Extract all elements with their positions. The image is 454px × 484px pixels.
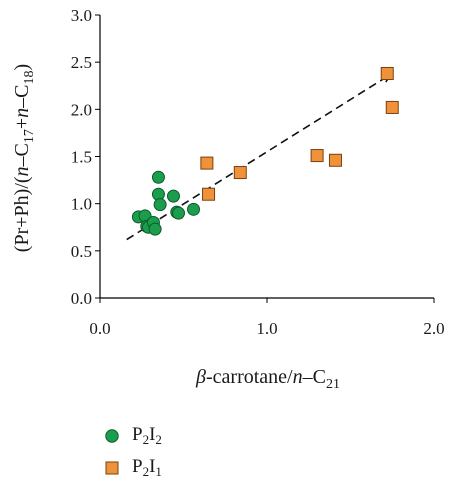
circle-marker-icon xyxy=(104,428,120,444)
scatter-chart: 0.0 0.5 1.0 1.5 2.0 2.5 3.0 0.0 1.0 2.0 (Pr+Ph)/(… xyxy=(11,6,445,392)
legend-item-p2i1: P2I1 xyxy=(104,452,162,484)
legend-label-p2i2: P2I2 xyxy=(132,424,162,447)
data-point-p2i1 xyxy=(200,156,214,170)
tick-labels: 0.0 0.5 1.0 1.5 2.0 2.5 3.0 0.0 1.0 2.0 xyxy=(71,6,445,338)
data-point-p2i2 xyxy=(171,206,185,220)
data-point-p2i1 xyxy=(202,187,216,201)
data-point-p2i2 xyxy=(166,189,180,203)
x-tick-label: 2.0 xyxy=(423,319,444,338)
x-tick-label: 1.0 xyxy=(256,319,277,338)
data-points xyxy=(131,66,399,236)
axes xyxy=(95,14,435,303)
data-point-p2i2 xyxy=(148,222,162,236)
square-marker-icon xyxy=(104,460,120,476)
y-tick-label: 3.0 xyxy=(71,6,92,25)
data-point-p2i2 xyxy=(187,202,201,216)
data-point-p2i1 xyxy=(380,66,394,80)
y-tick-label: 1.5 xyxy=(71,148,92,167)
data-point-p2i2 xyxy=(151,170,165,184)
y-tick-label: 2.0 xyxy=(71,100,92,119)
trendline xyxy=(126,73,392,241)
data-point-p2i1 xyxy=(328,153,342,167)
trendline-group xyxy=(126,73,393,241)
data-point-p2i1 xyxy=(310,149,324,163)
legend-label-p2i1: P2I1 xyxy=(132,456,162,479)
legend-item-p2i2: P2I2 xyxy=(104,420,162,452)
data-point-p2i2 xyxy=(153,198,167,212)
data-point-p2i1 xyxy=(385,100,399,114)
y-tick-label: 2.5 xyxy=(71,53,92,72)
x-tick-label: 0.0 xyxy=(89,319,110,338)
data-point-p2i1 xyxy=(233,166,247,180)
x-axis-title: β-carrotane/n–C21 xyxy=(195,366,340,392)
y-tick-label: 1.0 xyxy=(71,195,92,214)
y-tick-label: 0.0 xyxy=(71,289,92,308)
y-axis-title: (Pr+Ph)/(n–C17+n–C18) xyxy=(11,64,37,252)
y-tick-label: 0.5 xyxy=(71,242,92,261)
legend: P2I2 P2I1 xyxy=(104,420,162,484)
